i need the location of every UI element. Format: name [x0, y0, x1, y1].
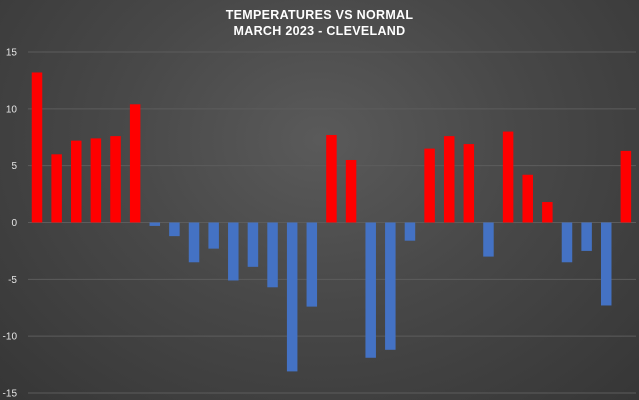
- bar-day-6: [129, 104, 141, 223]
- bar-day-29: [581, 222, 592, 251]
- bar-day-31: [620, 150, 632, 223]
- bar-day-15: [306, 222, 318, 307]
- y-tick-label: -15: [3, 389, 18, 400]
- bar-day-8: [169, 222, 180, 237]
- y-tick-label: 0: [11, 218, 17, 229]
- bar-day-3: [71, 140, 82, 223]
- bar-day-26: [522, 174, 533, 223]
- y-tick-label: -5: [8, 275, 17, 286]
- bar-day-18: [365, 222, 376, 358]
- bar-day-13: [267, 222, 278, 288]
- bar-day-2: [51, 154, 62, 223]
- gridlines: [28, 51, 636, 394]
- bar-day-30: [600, 222, 612, 306]
- bar-day-1: [31, 72, 43, 223]
- y-tick-label: 10: [6, 104, 18, 115]
- bar-day-16: [326, 134, 337, 223]
- y-axis-ticks: 15 10 5 0 -5 -10 -15: [3, 48, 18, 400]
- bar-day-12: [247, 222, 259, 267]
- bars: [31, 72, 632, 372]
- chart-title: TEMPERATURES VS NORMAL: [225, 8, 414, 22]
- bar-day-23: [463, 144, 475, 223]
- bar-day-22: [443, 136, 455, 223]
- bar-day-5: [110, 136, 121, 223]
- bar-day-11: [228, 222, 239, 281]
- bar-day-9: [188, 222, 200, 263]
- bar-day-21: [424, 148, 435, 223]
- y-tick-label: 15: [6, 48, 18, 59]
- bar-day-10: [208, 222, 219, 249]
- bar-day-14: [286, 222, 298, 372]
- bar-day-19: [385, 222, 396, 350]
- y-tick-label: -10: [3, 332, 18, 343]
- bar-day-27: [542, 202, 553, 223]
- bar-day-4: [90, 138, 102, 223]
- bar-day-24: [483, 222, 494, 257]
- bar-day-25: [502, 131, 514, 223]
- bar-day-17: [345, 159, 357, 223]
- bar-day-20: [404, 222, 416, 241]
- chart-subtitle: MARCH 2023 - CLEVELAND: [233, 24, 406, 38]
- bar-day-7: [149, 222, 161, 226]
- y-tick-label: 5: [11, 161, 17, 172]
- bar-day-28: [561, 222, 573, 263]
